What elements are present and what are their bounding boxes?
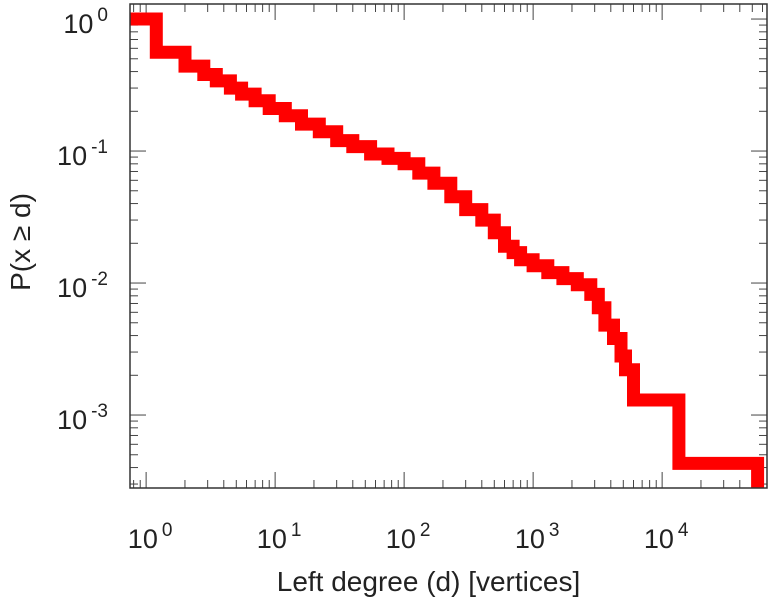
y-tick-label: 10 -2 [57,269,108,303]
tick-exponent: 2 [420,520,431,541]
tick-exponent: -1 [91,137,108,158]
tick-base: 10 [57,405,87,435]
tick-base: 10 [128,524,158,554]
plot-frame [129,3,768,489]
tick-base: 10 [386,524,416,554]
x-tick-label: 10 0 [128,520,173,554]
tick-exponent: 3 [549,520,560,541]
tick-exponent: 4 [678,520,689,541]
x-tick-label: 10 3 [515,520,560,554]
tick-exponent: -3 [91,401,108,422]
tick-base: 10 [63,9,93,39]
y-axis-label: P(x ≥ d) [5,193,36,291]
x-axis-label: Left degree (d) [vertices] [277,566,580,597]
tick-exponent: 0 [162,520,173,541]
tick-base: 10 [257,524,287,554]
series-line [130,12,765,488]
x-tick-labels: 10 0 10 1 10 2 10 3 10 4 [128,520,689,554]
tick-base: 10 [644,524,674,554]
tick-marks [130,4,767,488]
tick-exponent: 1 [291,520,302,541]
tick-base: 10 [57,141,87,171]
x-tick-label: 10 1 [257,520,302,554]
y-tick-label: 10 -3 [57,401,108,435]
tick-exponent: 0 [97,5,108,26]
x-tick-label: 10 2 [386,520,431,554]
tick-base: 10 [57,273,87,303]
y-tick-label: 10 0 [63,5,108,39]
tick-exponent: -2 [91,269,108,290]
x-tick-label: 10 4 [644,520,689,554]
tick-base: 10 [515,524,545,554]
y-tick-label: 10 -1 [57,137,108,171]
